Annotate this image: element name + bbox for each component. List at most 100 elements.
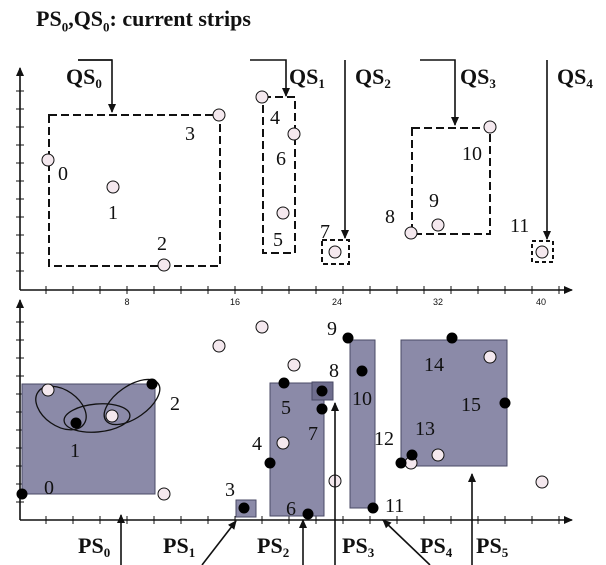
qs3-bounding-box	[411, 127, 491, 235]
ps1-arrow	[201, 520, 237, 565]
bottom-point-label: 5	[281, 397, 291, 419]
bottom-open-point	[483, 350, 497, 364]
top-point-11	[535, 245, 549, 259]
top-point-10	[483, 120, 497, 134]
ps0-box	[21, 383, 156, 495]
bottom-point-label: 9	[327, 318, 337, 340]
top-point-label: 6	[276, 148, 286, 170]
top-point-label: 8	[385, 206, 395, 228]
bottom-panel: 0 1 2 3 4 5 6 7 8 9 10 11 12 13 14 15	[16, 299, 573, 565]
qs1-bounding-box	[262, 96, 296, 254]
qs0-bounding-box	[48, 114, 221, 267]
bottom-filled-point	[446, 332, 458, 344]
bottom-filled-point	[238, 502, 250, 514]
bottom-filled-point	[316, 385, 328, 397]
bottom-open-point	[255, 320, 269, 334]
qs4-bounding-box	[531, 240, 554, 263]
qs2-bounding-box	[321, 239, 350, 265]
bottom-open-point	[287, 358, 301, 372]
bottom-open-point	[276, 436, 290, 450]
pair-ellipse	[103, 378, 161, 426]
bottom-point-label: 3	[225, 479, 235, 501]
qs1-arrow	[250, 59, 290, 97]
bottom-open-point	[157, 487, 171, 501]
bottom-y-ticks	[16, 321, 24, 503]
bottom-x-ticks	[45, 516, 560, 524]
bottom-filled-point	[316, 403, 328, 415]
ps1-label: PS1	[163, 533, 195, 560]
top-x-tick-label: 16	[230, 297, 240, 307]
bottom-filled-point	[342, 332, 354, 344]
bottom-point-label: 13	[415, 418, 435, 440]
qs0-label: QS0	[66, 64, 102, 91]
top-point-6	[287, 127, 301, 141]
bottom-point-label: 0	[44, 477, 54, 499]
ps5-label: PS5	[476, 533, 509, 560]
bottom-filled-point	[146, 378, 158, 390]
top-point-0	[41, 153, 55, 167]
top-y-ticks	[16, 90, 24, 272]
top-point-label: 1	[108, 202, 118, 224]
top-x-tick-label: 24	[332, 297, 342, 307]
ps2-label: PS2	[257, 533, 289, 560]
top-point-label: 11	[510, 215, 529, 237]
top-point-label: 4	[270, 107, 280, 129]
ps3-label: PS3	[342, 533, 375, 560]
ps3-box	[349, 339, 376, 509]
bottom-point-label: 4	[252, 433, 262, 455]
top-x-tick-label: 40	[536, 297, 546, 307]
bottom-open-point	[41, 383, 55, 397]
top-point-3	[212, 108, 226, 122]
bottom-point-label: 15	[461, 394, 481, 416]
figure-title: PS0,QS0: current strips	[36, 6, 251, 35]
qs2-label: QS2	[355, 64, 391, 91]
bottom-filled-point	[406, 449, 418, 461]
bottom-filled-point	[499, 397, 511, 409]
top-point-9	[431, 218, 445, 232]
bottom-open-point	[431, 448, 445, 462]
top-point-label: 5	[273, 229, 283, 251]
ps2-box	[269, 382, 325, 517]
bottom-point-label: 11	[385, 495, 404, 517]
bottom-point-label: 7	[308, 423, 318, 445]
top-x-tick-label: 8	[124, 297, 129, 307]
bottom-point-label: 6	[286, 498, 296, 520]
top-x-tick-label: 32	[433, 297, 443, 307]
pair-ellipse	[35, 385, 87, 431]
bottom-filled-point	[367, 502, 379, 514]
ps0-label: PS0	[78, 533, 110, 560]
top-point-8	[404, 226, 418, 240]
bottom-point-label: 10	[352, 388, 372, 410]
top-point-2	[157, 258, 171, 272]
qs3-label: QS3	[460, 64, 496, 91]
bottom-open-point	[535, 475, 549, 489]
top-point-label: 10	[462, 143, 482, 165]
top-point-label: 7	[320, 221, 330, 243]
qs3-arrow	[420, 59, 459, 126]
top-point-5	[276, 206, 290, 220]
bottom-filled-point	[16, 488, 28, 500]
top-point-label: 9	[429, 190, 439, 212]
top-point-label: 2	[157, 233, 167, 255]
top-point-label: 0	[58, 163, 68, 185]
pair-ellipse	[63, 403, 131, 433]
top-point-1	[106, 180, 120, 194]
qs1-label: QS1	[289, 64, 325, 91]
bottom-filled-point	[278, 377, 290, 389]
top-x-ticks	[45, 286, 560, 294]
bottom-filled-point	[70, 417, 82, 429]
top-panel: 8 16 24 32 40 QS0 QS1 QS2 QS3 QS4	[16, 59, 593, 307]
bottom-point-label: 8	[329, 360, 339, 382]
bottom-filled-point	[356, 365, 368, 377]
top-point-label: 3	[185, 123, 195, 145]
bottom-open-point	[105, 409, 119, 423]
bottom-filled-point	[264, 457, 276, 469]
bottom-open-point	[212, 339, 226, 353]
top-point-7	[328, 245, 342, 259]
bottom-filled-point	[302, 508, 314, 520]
ps4-label: PS4	[420, 533, 453, 560]
ps4-arrow	[382, 519, 431, 565]
bottom-point-label: 14	[424, 354, 444, 376]
top-point-4	[255, 90, 269, 104]
